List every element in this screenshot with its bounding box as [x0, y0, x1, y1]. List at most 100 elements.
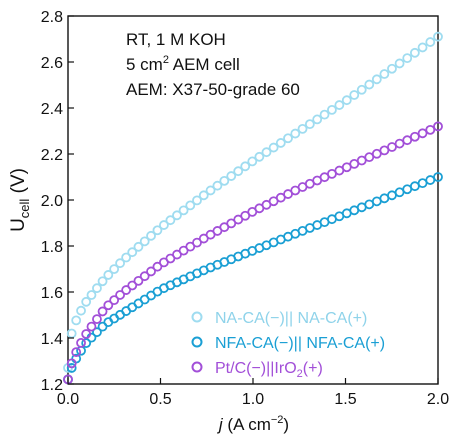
data-point-pt-c	[402, 135, 413, 146]
y-tick-label: 2.2	[41, 147, 63, 164]
data-point-nfa-ca	[81, 338, 92, 349]
data-point-na-ca	[349, 90, 360, 100]
x-tick-label: 1.5	[334, 391, 356, 408]
data-point-nfa-ca	[92, 327, 102, 338]
data-point-na-ca	[312, 114, 323, 125]
y-tick-label: 2.8	[41, 9, 63, 26]
data-point-na-ca	[81, 296, 92, 307]
data-point-na-ca	[198, 190, 209, 201]
data-point-nfa-ca	[433, 172, 443, 182]
data-point-pt-c	[115, 290, 125, 300]
data-point-pt-c	[97, 306, 108, 317]
data-point-nfa-ca	[417, 178, 428, 189]
data-point-na-ca	[334, 100, 345, 110]
data-point-nfa-ca	[66, 363, 77, 373]
x-tick-label: 1.0	[242, 391, 264, 408]
x-tick-label: 0.0	[57, 391, 79, 408]
legend-label-nfa-ca: NFA-CA(−)|| NFA-CA(+)	[215, 335, 385, 352]
data-point-na-ca	[121, 252, 132, 263]
data-point-pt-c	[387, 142, 397, 152]
y-tick-label: 1.4	[41, 331, 63, 348]
data-point-na-ca	[212, 180, 223, 191]
x-axis-ticks: 0.0 0.5 1.0 1.5 2.0	[57, 378, 449, 408]
data-point-na-ca	[133, 241, 144, 252]
legend-marker-nfa-ca	[191, 336, 203, 348]
data-point-na-ca	[304, 119, 315, 130]
y-tick-label: 1.8	[41, 239, 63, 256]
data-point-na-ca	[297, 123, 308, 134]
data-point-na-ca	[283, 133, 293, 144]
data-point-pt-c	[76, 337, 86, 348]
data-point-na-ca	[226, 171, 237, 181]
data-point-na-ca	[115, 258, 125, 269]
data-point-na-ca	[71, 315, 82, 326]
data-point-pt-c	[133, 275, 144, 286]
data-point-na-ca	[356, 84, 367, 95]
data-point-na-ca	[139, 236, 150, 247]
data-point-na-ca	[394, 58, 405, 69]
data-point-na-ca	[425, 37, 436, 47]
data-point-na-ca	[205, 185, 216, 196]
annotation-line-3: AEM: X37-50-grade 60	[126, 80, 300, 99]
data-point-pt-c	[152, 261, 163, 272]
legend: NA-CA(−)|| NA-CA(+) NFA-CA(−)|| NFA-CA(+…	[191, 310, 385, 380]
data-point-pt-c	[109, 295, 120, 306]
data-point-na-ca	[409, 47, 420, 58]
data-point-na-ca	[219, 175, 230, 186]
data-point-pt-c	[66, 358, 77, 369]
data-point-pt-c	[121, 285, 132, 295]
data-point-pt-c	[86, 321, 97, 332]
y-axis-ticks: 1.2 1.4 1.6 1.8 2.0 2.2 2.4 2.6 2.8	[41, 9, 74, 394]
annotation-line-1: RT, 1 M KOH	[126, 30, 226, 49]
data-point-pt-c	[409, 131, 420, 142]
data-point-na-ca	[379, 69, 390, 79]
data-point-na-ca	[275, 138, 286, 148]
legend-label-na-ca: NA-CA(−)|| NA-CA(+)	[215, 310, 367, 327]
legend-label-pt-c: Pt/C(−)||IrO2(+)	[215, 360, 323, 380]
x-tick-label: 2.0	[427, 391, 449, 408]
data-point-pt-c	[139, 271, 150, 282]
data-point-na-ca	[172, 210, 182, 221]
x-tick-label: 0.5	[149, 391, 171, 408]
data-point-na-ca	[364, 79, 375, 90]
data-point-na-ca	[103, 270, 114, 280]
annotation-line-2: 5 cm2 AEM cell	[126, 54, 240, 74]
data-point-na-ca	[146, 230, 156, 241]
legend-marker-pt-c	[191, 361, 203, 373]
data-point-pt-c	[146, 266, 156, 277]
y-axis-label: Ucell (V)	[8, 168, 32, 232]
data-point-pt-c	[92, 314, 102, 325]
data-point-pt-c	[371, 148, 382, 159]
data-point-na-ca	[387, 63, 397, 74]
data-point-pt-c	[240, 210, 251, 221]
data-point-nfa-ca	[425, 175, 436, 185]
data-point-na-ca	[192, 195, 202, 206]
data-point-na-ca	[109, 264, 120, 275]
data-point-na-ca	[158, 220, 169, 230]
data-point-na-ca	[165, 215, 176, 226]
y-tick-label: 2.4	[41, 101, 63, 118]
data-point-na-ca	[319, 109, 330, 120]
data-point-pt-c	[71, 347, 82, 358]
data-point-na-ca	[341, 95, 352, 106]
data-point-na-ca	[417, 42, 428, 53]
y-tick-label: 1.2	[41, 377, 63, 394]
data-point-na-ca	[402, 53, 413, 64]
data-point-na-ca	[66, 328, 77, 339]
data-point-na-ca	[261, 147, 272, 158]
data-point-na-ca	[178, 205, 189, 216]
data-point-na-ca	[86, 290, 97, 300]
data-point-na-ca	[327, 104, 337, 115]
y-tick-label: 2.6	[41, 55, 63, 72]
data-point-na-ca	[247, 156, 258, 167]
data-point-na-ca	[152, 225, 163, 236]
data-point-pt-c	[394, 138, 405, 149]
legend-marker-na-ca	[191, 311, 203, 323]
data-point-na-ca	[268, 142, 279, 153]
data-point-na-ca	[185, 200, 196, 211]
data-markers	[63, 31, 443, 385]
data-point-na-ca	[240, 161, 251, 172]
y-tick-label: 2.0	[41, 193, 63, 210]
data-point-na-ca	[127, 247, 138, 258]
